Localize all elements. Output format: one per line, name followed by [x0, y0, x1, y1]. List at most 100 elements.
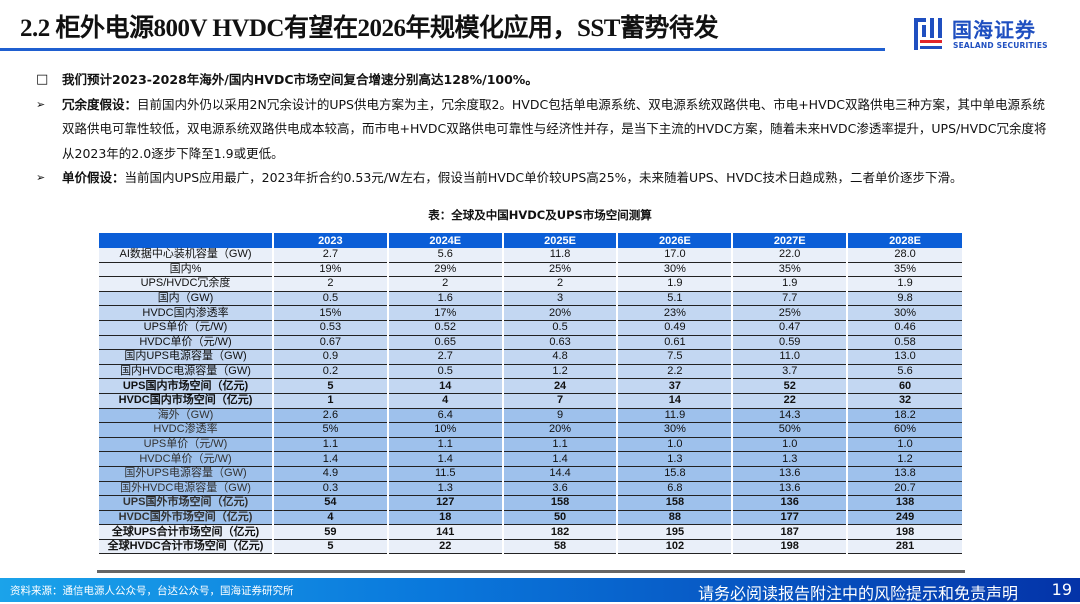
table-row: HVDC单价（元/W) 1.4 1.4 1.4 1.3 1.3 1.2 — [97, 451, 962, 467]
table-row: UPS国内市场空间（亿元) 5 14 24 37 52 60 — [97, 378, 962, 394]
row-label-cell: AI数据中心装机容量（GW) — [97, 248, 273, 263]
logo-text-cn: 国海证券 — [952, 18, 1036, 42]
logo-text-en: SEALAND SECURITIES — [953, 41, 1048, 50]
value-cell: 138 — [846, 495, 962, 511]
table-row: 海外（GW) 2.6 6.4 9 11.9 14.3 18.2 — [97, 408, 962, 424]
value-cell: 4.8 — [501, 349, 618, 365]
header-year-cell: 2024E — [386, 233, 503, 248]
value-cell: 3 — [501, 291, 618, 307]
company-logo: 国海证券 SEALAND SECURITIES — [912, 14, 1062, 54]
value-cell: 60 — [846, 378, 962, 394]
row-label-cell: 全球UPS合计市场空间（亿元) — [97, 524, 273, 540]
value-cell: 14.3 — [731, 408, 848, 424]
value-cell: 0.3 — [272, 481, 388, 497]
value-cell: 7.5 — [616, 349, 733, 365]
value-cell: 59 — [272, 524, 388, 540]
table-caption: 表：全球及中国HVDC及UPS市场空间测算 — [428, 208, 652, 222]
value-cell: 54 — [272, 495, 388, 511]
value-cell: 22 — [386, 539, 503, 555]
value-cell: 35% — [731, 262, 848, 278]
value-cell: 11.9 — [616, 408, 733, 424]
value-cell: 23% — [616, 305, 733, 321]
row-label-cell: 国外UPS电源容量（GW) — [97, 466, 273, 482]
value-cell: 1.2 — [846, 451, 962, 467]
value-cell: 0.52 — [386, 320, 503, 336]
footer-divider — [97, 570, 965, 573]
value-cell: 35% — [846, 262, 962, 278]
table-row: 国内（GW) 0.5 1.6 3 5.1 7.7 9.8 — [97, 291, 962, 307]
value-cell: 13.8 — [846, 466, 962, 482]
row-label-cell: 国内（GW) — [97, 291, 273, 307]
table-row: 全球UPS合计市场空间（亿元) 59 141 182 195 187 198 — [97, 524, 962, 540]
value-cell: 1.9 — [616, 276, 733, 292]
value-cell: 0.53 — [272, 320, 388, 336]
value-cell: 6.8 — [616, 481, 733, 497]
sealand-logo-icon — [914, 18, 942, 50]
value-cell: 1.1 — [272, 437, 388, 453]
table-row: 国内UPS电源容量（GW) 0.9 2.7 4.8 7.5 11.0 13.0 — [97, 349, 962, 365]
value-cell: 5.6 — [846, 364, 962, 380]
value-cell: 158 — [616, 495, 733, 511]
value-cell: 30% — [846, 305, 962, 321]
value-cell: 11.5 — [386, 466, 503, 482]
value-cell: 1 — [272, 393, 388, 409]
value-cell: 17% — [386, 305, 503, 321]
value-cell: 50% — [731, 422, 848, 438]
value-cell: 9 — [501, 408, 618, 424]
value-cell: 1.4 — [272, 451, 388, 467]
table-row: UPS/HVDC冗余度 2 2 2 1.9 1.9 1.9 — [97, 276, 962, 292]
value-cell: 13.6 — [731, 466, 848, 482]
value-cell: 127 — [386, 495, 503, 511]
disclaimer-text: 请务必阅读报告附注中的风险提示和免责声明 — [697, 584, 1018, 603]
row-label-cell: HVDC单价（元/W) — [97, 335, 273, 351]
value-cell: 0.59 — [731, 335, 848, 351]
value-cell: 3.6 — [501, 481, 618, 497]
value-cell: 5 — [272, 378, 388, 394]
value-cell: 1.1 — [501, 437, 618, 453]
value-cell: 28.0 — [846, 248, 962, 263]
value-cell: 13.0 — [846, 349, 962, 365]
header-year-cell: 2025E — [501, 233, 618, 248]
value-cell: 102 — [616, 539, 733, 555]
row-label-cell: 国内HVDC电源容量（GW) — [97, 364, 273, 380]
value-cell: 14 — [616, 393, 733, 409]
value-cell: 249 — [846, 510, 962, 526]
value-cell: 4 — [272, 510, 388, 526]
row-label-cell: UPS国内市场空间（亿元) — [97, 378, 273, 394]
row-label-cell: HVDC渗透率 — [97, 422, 273, 438]
value-cell: 29% — [386, 262, 503, 278]
table-row: AI数据中心装机容量（GW) 2.7 5.6 11.8 17.0 22.0 28.0 — [97, 248, 962, 263]
value-cell: 20% — [501, 305, 618, 321]
value-cell: 0.61 — [616, 335, 733, 351]
value-cell: 18.2 — [846, 408, 962, 424]
market-size-table: 2023 2024E 2025E 2026E 2027E 2028E AI数据中心装机容量… — [97, 233, 962, 555]
value-cell: 0.5 — [272, 291, 388, 307]
value-cell: 0.49 — [616, 320, 733, 336]
value-cell: 141 — [386, 524, 503, 540]
row-label-cell: UPS单价（元/W) — [97, 437, 273, 453]
value-cell: 1.3 — [731, 451, 848, 467]
table-row: HVDC单价（元/W) 0.67 0.65 0.63 0.61 0.59 0.58 — [97, 335, 962, 351]
value-cell: 1.6 — [386, 291, 503, 307]
value-cell: 6.4 — [386, 408, 503, 424]
table-row: 国外HVDC电源容量（GW) 0.3 1.3 3.6 6.8 13.6 20.7 — [97, 481, 962, 497]
value-cell: 0.67 — [272, 335, 388, 351]
row-label-cell: UPS/HVDC冗余度 — [97, 276, 273, 292]
table-row: HVDC国内渗透率 15% 17% 20% 23% 25% 30% — [97, 305, 962, 321]
value-cell: 1.3 — [616, 451, 733, 467]
value-cell: 50 — [501, 510, 618, 526]
value-cell: 1.9 — [731, 276, 848, 292]
value-cell: 2.6 — [272, 408, 388, 424]
value-cell: 0.46 — [846, 320, 962, 336]
footer-bar: 资料来源：通信电源人公众号，台达公众号，国海证券研究所 请务必阅读报告附注中的风… — [0, 578, 1080, 603]
bullet-summary: □ 我们预计2023-2028年海外/国内HVDC市场空间复合增速分别高达128… — [36, 68, 1056, 93]
value-cell: 0.2 — [272, 364, 388, 380]
value-cell: 10% — [386, 422, 503, 438]
value-cell: 58 — [501, 539, 618, 555]
header-year-cell: 2026E — [616, 233, 733, 248]
value-cell: 5% — [272, 422, 388, 438]
value-cell: 19% — [272, 262, 388, 278]
bullet-redundancy: ➢ 冗余度假设：目前国内外仍以采用2N冗余设计的UPS供电方案为主，冗余度取2。… — [36, 93, 1056, 167]
value-cell: 14.4 — [501, 466, 618, 482]
value-cell: 17.0 — [616, 248, 733, 263]
